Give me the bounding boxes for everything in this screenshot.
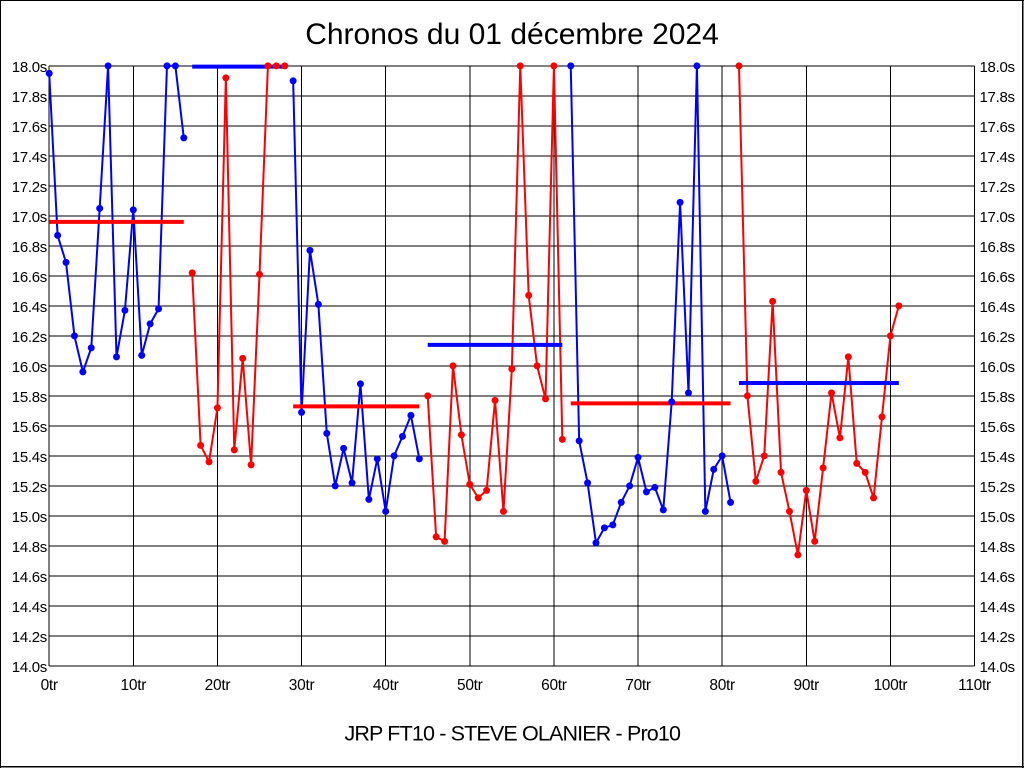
- svg-text:14.0s: 14.0s: [12, 659, 47, 676]
- svg-text:JRP FT10 - STEVE OLANIER - Pro: JRP FT10 - STEVE OLANIER - Pro10: [344, 721, 681, 745]
- svg-text:17.8s: 17.8s: [980, 89, 1015, 106]
- svg-text:16.6s: 16.6s: [980, 269, 1015, 286]
- svg-text:0tr: 0tr: [41, 677, 58, 694]
- svg-text:17.0s: 17.0s: [12, 209, 47, 226]
- svg-text:16.6s: 16.6s: [12, 269, 47, 286]
- svg-text:16.8s: 16.8s: [12, 239, 47, 256]
- svg-text:15.8s: 15.8s: [980, 389, 1015, 406]
- svg-text:17.8s: 17.8s: [12, 89, 47, 106]
- svg-text:40tr: 40tr: [373, 677, 399, 694]
- svg-text:30tr: 30tr: [289, 677, 315, 694]
- svg-text:16.0s: 16.0s: [12, 359, 47, 376]
- svg-text:15.0s: 15.0s: [12, 509, 47, 526]
- svg-text:100tr: 100tr: [873, 677, 907, 694]
- svg-text:16.4s: 16.4s: [12, 299, 47, 316]
- svg-text:18.0s: 18.0s: [12, 59, 47, 76]
- svg-text:17.0s: 17.0s: [980, 209, 1015, 226]
- svg-text:15.6s: 15.6s: [980, 419, 1015, 436]
- svg-text:Chronos du 01 décembre 2024: Chronos du 01 décembre 2024: [305, 18, 719, 51]
- svg-text:15.4s: 15.4s: [12, 449, 47, 466]
- svg-text:17.4s: 17.4s: [980, 149, 1015, 166]
- svg-text:17.6s: 17.6s: [980, 119, 1015, 136]
- svg-text:14.6s: 14.6s: [980, 569, 1015, 586]
- svg-text:18.0s: 18.0s: [980, 59, 1015, 76]
- svg-text:90tr: 90tr: [794, 677, 820, 694]
- svg-text:15.8s: 15.8s: [12, 389, 47, 406]
- svg-text:20tr: 20tr: [205, 677, 231, 694]
- svg-text:16.2s: 16.2s: [980, 329, 1015, 346]
- svg-text:15.2s: 15.2s: [980, 479, 1015, 496]
- svg-text:17.4s: 17.4s: [12, 149, 47, 166]
- svg-text:16.4s: 16.4s: [980, 299, 1015, 316]
- svg-text:14.8s: 14.8s: [980, 539, 1015, 556]
- svg-text:15.2s: 15.2s: [12, 479, 47, 496]
- svg-text:17.2s: 17.2s: [980, 179, 1015, 196]
- svg-text:15.0s: 15.0s: [980, 509, 1015, 526]
- svg-text:16.2s: 16.2s: [12, 329, 47, 346]
- svg-text:14.0s: 14.0s: [980, 659, 1015, 676]
- svg-text:15.6s: 15.6s: [12, 419, 47, 436]
- svg-text:10tr: 10tr: [121, 677, 147, 694]
- svg-text:50tr: 50tr: [457, 677, 483, 694]
- svg-text:110tr: 110tr: [958, 677, 991, 694]
- svg-text:14.6s: 14.6s: [12, 569, 47, 586]
- svg-text:70tr: 70tr: [625, 677, 651, 694]
- svg-text:15.4s: 15.4s: [980, 449, 1015, 466]
- svg-text:17.2s: 17.2s: [12, 179, 47, 196]
- svg-text:14.2s: 14.2s: [980, 629, 1015, 646]
- svg-text:14.8s: 14.8s: [12, 539, 47, 556]
- svg-text:17.6s: 17.6s: [12, 119, 47, 136]
- svg-text:16.0s: 16.0s: [980, 359, 1015, 376]
- svg-text:16.8s: 16.8s: [980, 239, 1015, 256]
- svg-text:14.4s: 14.4s: [12, 599, 47, 616]
- svg-text:14.2s: 14.2s: [12, 629, 47, 646]
- svg-text:80tr: 80tr: [709, 677, 735, 694]
- svg-text:14.4s: 14.4s: [980, 599, 1015, 616]
- svg-text:60tr: 60tr: [541, 677, 567, 694]
